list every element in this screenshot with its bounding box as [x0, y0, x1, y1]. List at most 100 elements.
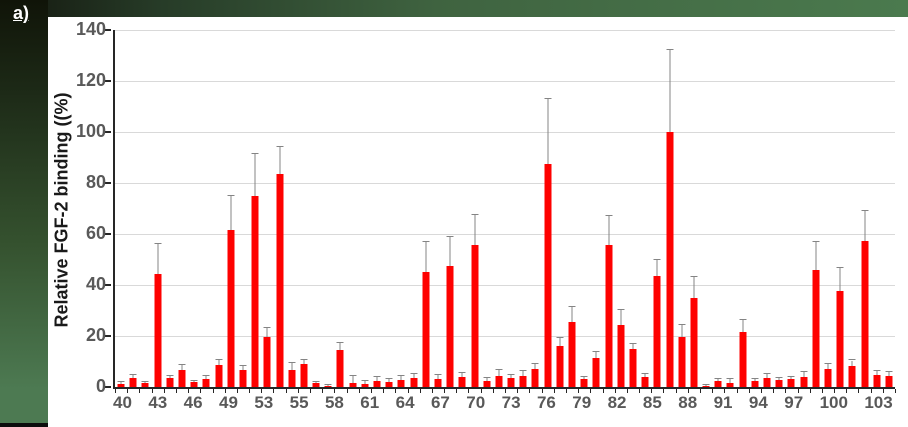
x-axis-tick	[444, 389, 446, 393]
error-bar	[181, 365, 183, 371]
error-bar	[474, 214, 476, 246]
error-bar	[291, 362, 293, 371]
y-axis-tick	[105, 233, 111, 235]
x-axis-label-spacer	[493, 393, 501, 413]
y-axis-tick-label: 80	[85, 172, 106, 192]
bar-slot	[334, 30, 346, 393]
bar-slot	[736, 30, 749, 393]
error-bar	[254, 153, 256, 196]
x-axis-label-spacer	[591, 393, 599, 413]
error-bar	[266, 328, 268, 338]
bar	[349, 383, 357, 387]
x-axis-tick	[675, 389, 677, 393]
error-bar	[339, 342, 341, 351]
error-bar	[218, 360, 220, 366]
bar	[678, 337, 686, 387]
error-bar	[279, 147, 281, 175]
bar-slot	[529, 30, 541, 393]
error-bar-cap	[519, 370, 527, 372]
x-axis-label-spacer	[211, 393, 219, 413]
bar-slot	[175, 30, 188, 393]
bar-slot	[358, 30, 371, 393]
error-bar	[815, 241, 817, 270]
error-bar-cap	[629, 343, 637, 345]
x-axis-label-spacer	[599, 393, 607, 413]
x-axis-label-spacer	[344, 393, 352, 413]
x-axis-tick	[505, 389, 506, 393]
error-bar-cap	[300, 359, 308, 361]
bar	[215, 365, 223, 387]
bar-slot	[261, 30, 273, 393]
x-axis-tick	[785, 389, 787, 393]
x-axis-tick	[797, 389, 799, 393]
x-axis-labels-row: 40 43 46 49 53 55 58 61 64 67 70 73 76 79 82 85 88 91 94 97…	[113, 393, 893, 413]
x-axis-label-spacer	[705, 393, 713, 413]
bar-slot	[492, 30, 505, 393]
bar-slot	[565, 30, 578, 393]
x-axis-label-spacer	[662, 393, 670, 413]
x-axis-tick	[748, 389, 750, 393]
error-bar	[230, 195, 232, 231]
bar-slot	[517, 30, 529, 393]
bar	[324, 385, 332, 387]
bar	[775, 379, 783, 387]
error-bar	[425, 241, 427, 273]
bar-slot	[773, 30, 785, 393]
error-bar-cap	[739, 319, 747, 321]
bar	[300, 364, 308, 387]
bar-slot	[578, 30, 590, 393]
bar	[471, 245, 479, 387]
x-axis-tick	[724, 389, 726, 393]
x-axis-tick	[175, 389, 177, 393]
error-bar-cap	[263, 327, 271, 329]
x-axis-tick-label: 97	[784, 393, 804, 412]
x-axis-tick	[297, 389, 299, 393]
error-bar	[644, 373, 646, 377]
bar-slot	[651, 30, 663, 393]
error-bar-cap	[202, 375, 210, 377]
bar	[178, 370, 186, 387]
error-bar	[510, 375, 512, 378]
x-axis-tick	[809, 389, 811, 393]
error-bar-cap	[861, 210, 869, 212]
bar-slot	[273, 30, 285, 393]
x-axis-tick-label: 58	[324, 393, 344, 412]
bar-slot	[541, 30, 554, 393]
x-axis-tick-label: 53	[254, 393, 274, 412]
bar	[166, 378, 174, 387]
bar	[763, 378, 771, 387]
error-bar-cap	[775, 376, 783, 378]
x-axis-tick	[139, 389, 141, 393]
error-bar-cap	[812, 240, 820, 242]
error-bar-cap	[787, 375, 795, 377]
x-axis-tick	[492, 389, 494, 393]
error-bar	[803, 371, 805, 377]
x-axis-tick	[663, 389, 665, 393]
x-axis-tick	[273, 389, 275, 393]
x-axis-tick	[529, 389, 531, 393]
bar-slot	[310, 30, 322, 393]
x-axis-tick	[224, 389, 226, 393]
error-bar	[888, 371, 890, 376]
bar-slot	[712, 30, 724, 393]
error-bar	[608, 216, 610, 246]
bar	[568, 321, 576, 387]
bar	[617, 325, 625, 387]
x-axis-tick	[334, 389, 336, 393]
x-axis-tick	[590, 389, 592, 393]
error-bar	[157, 244, 159, 274]
bar	[434, 378, 442, 387]
y-axis-tick-label: 100	[75, 121, 106, 141]
x-axis-tick	[651, 389, 653, 393]
x-axis-label-spacer	[697, 393, 705, 413]
bar-slot	[236, 30, 249, 393]
bar-slot	[505, 30, 517, 393]
y-axis-tick	[105, 284, 111, 286]
error-bar-cap	[885, 370, 893, 372]
error-bar-cap	[458, 371, 466, 373]
error-bar-cap	[763, 373, 771, 375]
x-axis-tick-label: 76	[536, 393, 556, 412]
error-bar-cap	[312, 381, 320, 383]
error-bar	[693, 277, 695, 298]
error-bar-cap	[678, 323, 686, 325]
